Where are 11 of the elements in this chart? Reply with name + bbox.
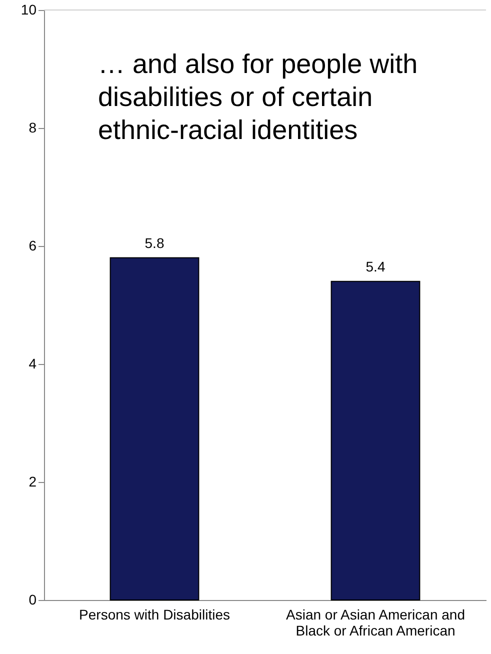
text: … and also for people with disabilities or of certain ethnic-racial identities [98,49,418,145]
y-tick-label: 10 [20,2,37,18]
y-tick-label: 8 [28,120,37,136]
x-tick-label: Asian or Asian American and Black or African American [286,606,465,638]
y-tick-label: 6 [28,238,37,254]
y-tick-label: 0 [28,592,37,608]
data-label: 5.4 [366,258,386,274]
y-tick-label: 4 [28,356,37,372]
data-label: 5.8 [144,234,164,251]
x-tick-label: Persons with Disabilities [79,606,230,622]
y-tick-label: 2 [28,474,37,490]
